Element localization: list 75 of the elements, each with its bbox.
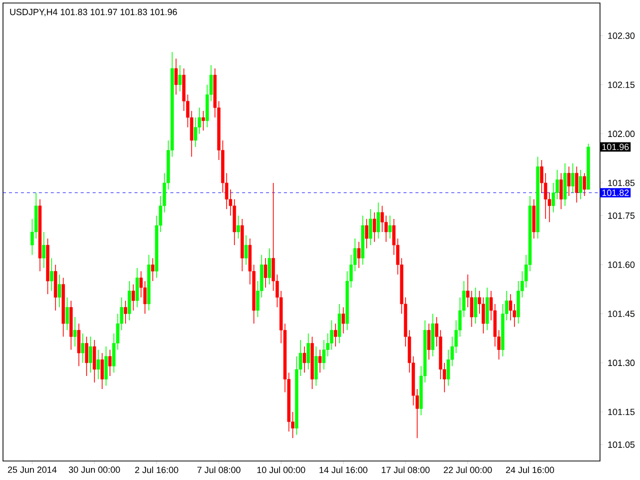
candlestick	[334, 323, 338, 347]
candlestick	[330, 320, 334, 350]
y-tick-label: 102.00	[608, 130, 635, 138]
candlestick	[388, 215, 392, 239]
candlestick	[92, 340, 96, 383]
candlestick	[132, 284, 135, 311]
candlestick	[50, 258, 54, 292]
text: USDJPY,H4 101.83 101.97 101.83 101.96	[10, 8, 177, 16]
candlestick	[178, 64, 182, 92]
y-tick-label: 101.05	[608, 441, 635, 448]
candlestick	[236, 215, 240, 239]
candlestick	[264, 258, 268, 288]
y-tick-label: 101.75	[608, 212, 635, 219]
candlestick	[571, 162, 574, 194]
candlestick	[84, 336, 88, 376]
y-tick-label: 101.85	[608, 180, 635, 186]
x-tick-label: 10 Jul 00:00	[257, 466, 306, 474]
candlestick	[322, 340, 326, 370]
candlestick	[81, 333, 84, 364]
candlestick	[446, 349, 450, 386]
candlestick	[77, 323, 80, 367]
ref-line-label: 101.82	[602, 190, 629, 196]
candlestick	[104, 346, 108, 386]
x-tick-label: 14 Jul 16:00	[320, 466, 368, 474]
candlestick	[357, 241, 360, 268]
candlestick	[73, 316, 77, 347]
candlestick	[552, 182, 555, 213]
candlestick	[314, 346, 318, 386]
candlestick	[559, 172, 563, 210]
x-tick-label: 30 Jun 00:00	[68, 466, 120, 473]
candlestick	[128, 280, 132, 321]
candlestick	[244, 234, 248, 266]
candlestick	[368, 208, 372, 246]
x-tick-label: 25 Jun 2014	[8, 466, 57, 473]
candlestick	[384, 215, 388, 242]
y-tick-label: 101.15	[608, 408, 635, 416]
y-tick-label: 102.15	[608, 82, 635, 88]
candlestick	[66, 297, 69, 331]
y-tick-label: 102.30	[608, 32, 635, 39]
candlestick	[124, 300, 128, 324]
y-tick-label: 101.45	[608, 310, 635, 317]
x-tick-label: 7 Jul 08:00	[197, 466, 240, 474]
candlestick	[108, 349, 112, 376]
x-tick-label: 2 Jul 16:00	[135, 466, 178, 474]
candlestick	[470, 290, 474, 328]
candlestick	[376, 202, 380, 239]
candlestick	[372, 212, 376, 242]
candlestick	[88, 336, 92, 374]
candlestick	[174, 58, 178, 95]
x-tick-label: 24 Jul 16:00	[506, 466, 554, 474]
candlestick	[575, 166, 578, 203]
candlestick	[427, 323, 431, 360]
candlestick	[365, 218, 368, 249]
candlestick	[342, 306, 345, 334]
candlestick	[567, 166, 571, 196]
candlestick	[578, 169, 582, 200]
y-tick-label: 101.60	[608, 262, 635, 268]
candlestick	[96, 349, 100, 380]
candlestick	[151, 258, 154, 282]
x-tick-label: 17 Jul 08:00	[382, 466, 430, 474]
candlestick	[338, 304, 342, 344]
candlestick	[58, 274, 62, 308]
candlestick	[302, 346, 306, 374]
y-tick-label: 101.30	[608, 360, 635, 366]
candlestick	[136, 268, 139, 308]
x-tick-label: 22 Jul 00:00	[444, 466, 492, 474]
candlestick	[582, 172, 586, 196]
candlestick	[306, 333, 310, 370]
candlestick	[268, 248, 272, 285]
candlestick	[202, 110, 205, 131]
candlestick	[318, 349, 322, 374]
candlestick	[474, 287, 478, 324]
candlestick	[42, 232, 46, 268]
candlestick	[100, 352, 104, 390]
text: 101.96	[602, 144, 629, 150]
